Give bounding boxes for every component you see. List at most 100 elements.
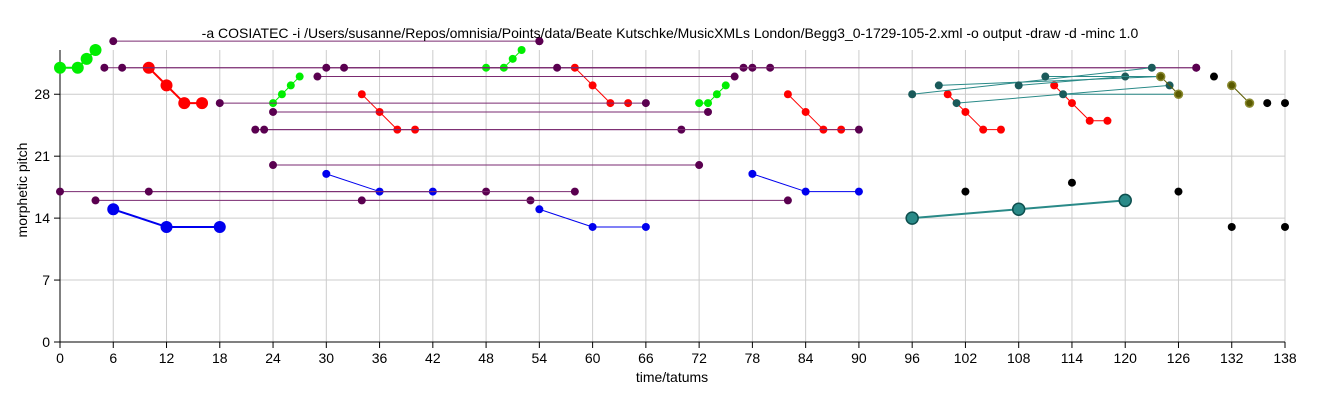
x-tick-label: 54 — [532, 350, 548, 366]
data-point — [91, 196, 100, 205]
data-point — [695, 99, 704, 108]
series-line — [539, 208, 593, 228]
data-point — [1014, 81, 1023, 90]
data-point — [535, 205, 544, 214]
series-line — [805, 111, 824, 130]
data-point — [721, 81, 730, 90]
x-tick-label: 138 — [1273, 350, 1297, 366]
data-point — [553, 63, 562, 72]
data-point — [517, 46, 526, 54]
data-point — [277, 90, 286, 99]
series-line — [112, 208, 167, 228]
data-point — [704, 99, 713, 108]
data-point — [783, 196, 792, 205]
data-point — [109, 37, 118, 46]
series-layer — [54, 37, 1289, 233]
data-point — [313, 72, 322, 81]
data-point — [160, 79, 173, 92]
data-point — [196, 97, 209, 110]
data-point — [71, 61, 84, 74]
x-tick-label: 48 — [478, 350, 494, 366]
data-point — [160, 220, 173, 233]
series-red — [943, 90, 1005, 134]
x-tick-label: 0 — [56, 350, 64, 366]
data-point — [269, 161, 278, 170]
data-point — [801, 107, 810, 116]
series-purple — [260, 125, 863, 134]
data-point — [357, 196, 366, 205]
series-line — [1018, 76, 1126, 86]
y-tick-label: 7 — [42, 272, 50, 288]
x-tick-label: 114 — [1061, 350, 1084, 366]
data-point — [1192, 63, 1201, 72]
data-point — [801, 187, 810, 196]
series-red — [142, 61, 209, 110]
series-green — [54, 44, 102, 74]
data-point — [704, 107, 713, 116]
data-point — [508, 54, 517, 63]
series-blue — [535, 205, 650, 231]
series-red — [783, 90, 846, 134]
data-point — [905, 211, 919, 225]
series-purple — [535, 37, 544, 46]
x-tick-label: 102 — [954, 350, 978, 366]
data-point — [54, 61, 66, 74]
x-tick-label: 6 — [109, 350, 117, 366]
data-point — [1281, 99, 1289, 108]
data-point — [996, 125, 1005, 134]
data-point — [322, 63, 331, 72]
x-tick-label: 42 — [425, 350, 441, 366]
data-point — [260, 125, 269, 134]
y-tick-label: 28 — [34, 86, 50, 102]
series-purple — [269, 161, 704, 170]
x-tick-label: 126 — [1167, 350, 1191, 366]
series-line — [912, 67, 1152, 95]
data-point — [730, 72, 739, 81]
data-point — [1263, 99, 1272, 108]
series-line — [1071, 102, 1091, 122]
data-point — [1244, 98, 1255, 108]
data-point — [1155, 71, 1166, 82]
data-point — [1227, 222, 1236, 231]
y-tick-label: 0 — [42, 334, 50, 350]
data-point — [570, 187, 579, 196]
y-axis-label: morphetic pitch — [14, 143, 30, 238]
data-point — [357, 90, 366, 99]
x-tick-label: 108 — [1007, 350, 1031, 366]
data-point — [1041, 72, 1050, 81]
data-point — [56, 187, 64, 196]
x-tick-label: 96 — [904, 350, 920, 366]
data-point — [712, 90, 721, 99]
data-point — [1103, 116, 1112, 125]
data-point — [340, 63, 349, 72]
data-point — [854, 187, 863, 196]
data-point — [1011, 202, 1026, 217]
data-point — [118, 63, 127, 72]
data-point — [961, 107, 970, 116]
data-point — [1050, 81, 1059, 90]
x-tick-label: 72 — [691, 350, 707, 366]
data-point — [1118, 193, 1132, 208]
data-point — [178, 97, 191, 110]
series-purple — [553, 63, 1201, 72]
data-point — [535, 37, 544, 46]
data-point — [295, 72, 304, 81]
data-point — [934, 81, 943, 90]
x-tick-label: 24 — [265, 350, 281, 366]
x-tick-label: 120 — [1114, 350, 1138, 366]
data-point — [100, 63, 109, 72]
y-tick-label: 14 — [34, 210, 50, 226]
x-tick-label: 90 — [851, 350, 867, 366]
data-point — [144, 187, 153, 196]
series-line — [379, 111, 398, 130]
data-point — [1209, 72, 1218, 81]
data-point — [952, 99, 961, 108]
series-teal_dark — [908, 63, 1156, 99]
series-teal_dark — [934, 72, 1165, 90]
data-point — [783, 90, 792, 99]
data-point — [943, 90, 952, 99]
data-point — [1085, 116, 1094, 125]
data-point — [641, 99, 650, 108]
